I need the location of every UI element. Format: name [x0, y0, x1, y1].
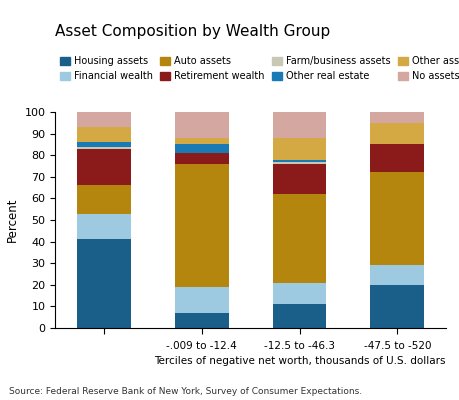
Bar: [369, 265, 423, 285]
Bar: [272, 283, 326, 304]
Bar: [369, 112, 423, 123]
Bar: [369, 123, 423, 144]
Bar: [174, 112, 228, 138]
Bar: [174, 164, 228, 287]
Bar: [174, 144, 228, 153]
Y-axis label: Percent: Percent: [6, 198, 19, 242]
Bar: [174, 287, 228, 313]
Bar: [272, 162, 326, 164]
Text: Asset Composition by Wealth Group: Asset Composition by Wealth Group: [55, 24, 330, 39]
Bar: [174, 313, 228, 328]
Bar: [369, 285, 423, 328]
Bar: [174, 138, 228, 144]
Bar: [369, 144, 423, 172]
Bar: [77, 127, 131, 142]
Bar: [272, 112, 326, 138]
Text: Source: Federal Reserve Bank of New York, Survey of Consumer Expectations.: Source: Federal Reserve Bank of New York…: [9, 387, 362, 396]
Bar: [272, 138, 326, 160]
Bar: [77, 214, 131, 240]
Bar: [77, 149, 131, 186]
Bar: [77, 146, 131, 149]
Bar: [174, 153, 228, 164]
Text: -47.5 to -520: -47.5 to -520: [363, 341, 430, 351]
Legend: Housing assets, Financial wealth, Auto assets, Retirement wealth, Farm/business : Housing assets, Financial wealth, Auto a…: [60, 56, 459, 81]
Bar: [77, 240, 131, 328]
Text: Terciles of negative net worth, thousands of U.S. dollars: Terciles of negative net worth, thousand…: [153, 356, 444, 366]
Bar: [77, 112, 131, 127]
Bar: [77, 142, 131, 146]
Bar: [272, 194, 326, 283]
Bar: [77, 186, 131, 214]
Bar: [272, 160, 326, 162]
Text: -12.5 to -46.3: -12.5 to -46.3: [263, 341, 334, 351]
Bar: [272, 164, 326, 194]
Text: -.009 to -12.4: -.009 to -12.4: [166, 341, 237, 351]
Bar: [272, 304, 326, 328]
Bar: [369, 172, 423, 265]
